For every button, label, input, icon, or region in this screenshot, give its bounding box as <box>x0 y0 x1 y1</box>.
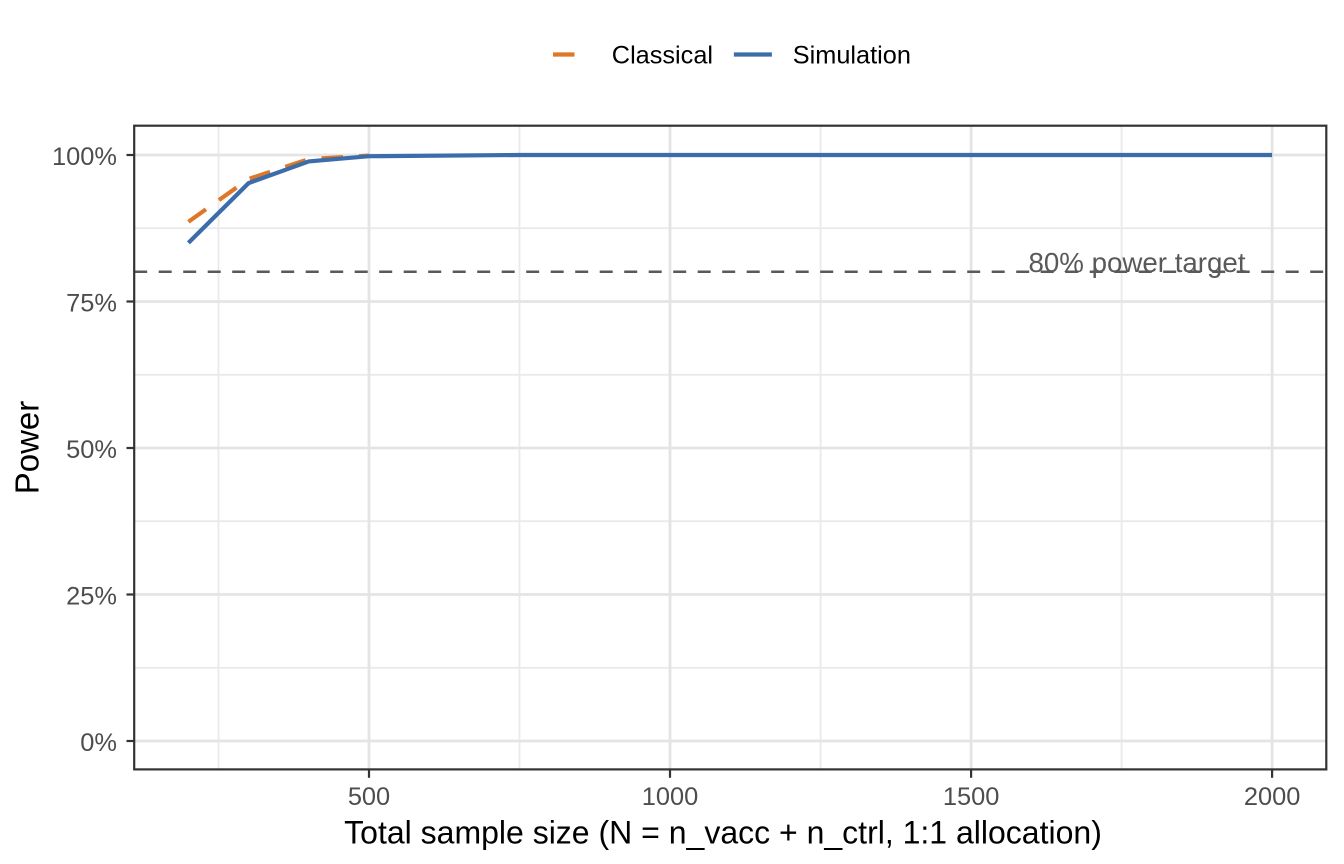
svg-text:Simulation: Simulation <box>793 42 911 70</box>
svg-text:50%: 50% <box>66 436 117 464</box>
svg-text:100%: 100% <box>52 143 117 171</box>
svg-text:Classical: Classical <box>612 42 713 70</box>
svg-text:80% power target: 80% power target <box>1029 247 1246 278</box>
svg-text:Total sample size (N = n_vacc: Total sample size (N = n_vacc + n_ctrl, … <box>344 815 1102 851</box>
svg-text:0%: 0% <box>80 729 117 757</box>
svg-text:2000: 2000 <box>1244 783 1300 811</box>
svg-text:1000: 1000 <box>642 783 698 811</box>
svg-text:75%: 75% <box>66 290 117 318</box>
svg-text:25%: 25% <box>66 583 117 611</box>
svg-text:500: 500 <box>348 783 390 811</box>
svg-text:Power: Power <box>9 401 46 495</box>
svg-text:1500: 1500 <box>943 783 999 811</box>
